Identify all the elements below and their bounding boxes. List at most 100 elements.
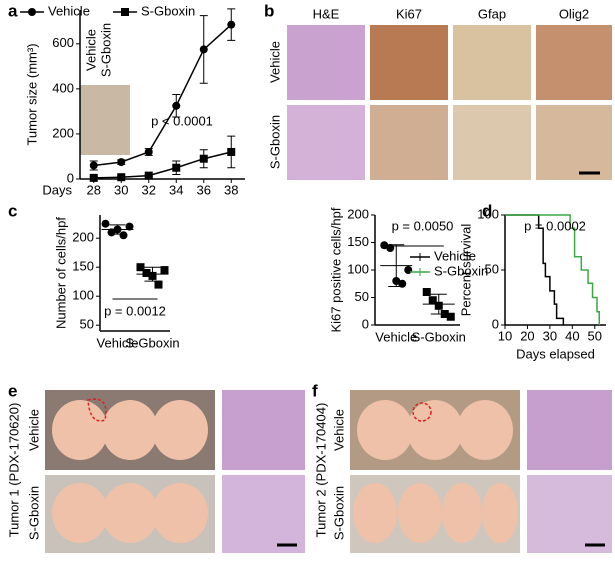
- micrograph: [453, 105, 531, 180]
- inset-label: S-Gboxin: [98, 23, 113, 77]
- panel-title: Tumor 2 (PDX-170404): [313, 403, 328, 538]
- line: [93, 151, 232, 179]
- marker: [119, 231, 128, 240]
- marker: [144, 171, 153, 180]
- marker: [172, 163, 181, 172]
- x-axis-label: Days: [42, 182, 72, 197]
- legend-label: S-Gboxin: [434, 263, 488, 278]
- x-tick-label: Vehicle: [375, 329, 417, 344]
- x-tick-label: 28: [87, 182, 101, 197]
- y-axis-label: Ki67 positive cells/hpf: [328, 207, 343, 332]
- micrograph: [287, 105, 365, 180]
- row-label: S-Gboxin: [26, 486, 41, 540]
- x-tick-label: S-Gboxin: [412, 329, 466, 344]
- sd-bar: [109, 224, 126, 235]
- y-tick-label: 600: [52, 35, 74, 50]
- y-tick-label: 100: [72, 288, 94, 303]
- marker: [117, 173, 126, 182]
- x-tick-label: 40: [565, 328, 579, 343]
- micrograph: [370, 105, 448, 180]
- marker: [227, 20, 236, 29]
- x-tick-label: Vehicle: [97, 335, 139, 350]
- line: [93, 24, 232, 167]
- sd-bar: [430, 293, 447, 315]
- x-tick-label: 38: [224, 182, 238, 197]
- x-tick-label: 30: [543, 328, 557, 343]
- legend-label: S-Gboxin: [141, 3, 195, 18]
- x-tick-label: 36: [197, 182, 211, 197]
- y-tick-label: 100: [347, 261, 369, 276]
- y-tick-label: 400: [52, 80, 74, 95]
- survival-curve: [505, 214, 601, 325]
- y-tick-label: 50: [485, 261, 499, 276]
- images: [28, 25, 612, 553]
- marker: [172, 101, 181, 110]
- micrograph: [370, 25, 448, 100]
- panel-label: d: [482, 201, 492, 220]
- y-axis-label: Number of cells/hpf: [53, 217, 68, 329]
- marker: [199, 154, 208, 163]
- y-tick-label: 200: [72, 230, 94, 245]
- marker: [136, 263, 145, 272]
- y-tick-label: 50: [80, 317, 94, 332]
- marker: [446, 312, 455, 321]
- marker: [144, 147, 153, 156]
- y-tick-label: 50: [355, 289, 369, 304]
- annotation: p = 0.0012: [104, 303, 166, 318]
- annotation: p = 0.0050: [392, 218, 454, 233]
- y-tick-label: 200: [52, 125, 74, 140]
- y-tick-label: 200: [347, 206, 369, 221]
- micrograph: [536, 105, 612, 180]
- y-tick-label: 0: [362, 316, 369, 331]
- y-axis-label: Tumor size (mm³): [24, 43, 39, 145]
- y-tick-label: 100: [477, 206, 499, 221]
- panel-label: c: [8, 201, 17, 220]
- marker: [142, 269, 151, 277]
- micrograph: [536, 25, 612, 100]
- x-tick-label: S-Gboxin: [125, 335, 179, 350]
- tumors: [52, 400, 518, 543]
- marker: [160, 266, 169, 275]
- outline: [87, 398, 107, 422]
- row-label: Vehicle: [331, 409, 346, 451]
- y-tick-label: 150: [347, 234, 369, 249]
- legend-label: Vehicle: [434, 248, 476, 263]
- micrograph: [527, 475, 612, 553]
- x-tick-label: 30: [114, 182, 128, 197]
- micrograph: [527, 390, 612, 470]
- marker: [428, 296, 437, 305]
- marker: [89, 173, 98, 182]
- column-label: Ki67: [396, 6, 422, 21]
- x-axis-label: Days elapsed: [516, 346, 595, 361]
- marker: [422, 288, 431, 296]
- y-tick-label: 0: [492, 316, 499, 331]
- x-tick-label: 34: [169, 182, 183, 197]
- row-label: S-Gboxin: [331, 486, 346, 540]
- panel-title: Tumor 1 (PDX-170620): [6, 403, 21, 538]
- row-label: S-Gboxin: [267, 115, 282, 169]
- micrograph: [453, 25, 531, 100]
- annotation: p < 0.0001: [151, 113, 213, 128]
- marker: [125, 222, 134, 231]
- survival-curve: [505, 214, 565, 325]
- y-axis-label: Percent survival: [458, 224, 473, 317]
- x-tick-label: 10: [498, 328, 512, 343]
- micrograph: [222, 390, 305, 470]
- outline: [412, 402, 432, 422]
- marker: [89, 161, 98, 170]
- marker: [117, 158, 126, 167]
- marker: [398, 279, 407, 288]
- inset-photo: [80, 85, 130, 155]
- marker: [199, 45, 208, 54]
- marker: [227, 147, 236, 156]
- row-label: Vehicle: [26, 409, 41, 451]
- column-label: Gfap: [478, 6, 506, 21]
- y-tick-label: 150: [72, 259, 94, 274]
- panel-label: f: [312, 381, 318, 400]
- panel-label: b: [264, 1, 274, 20]
- x-tick-label: 20: [520, 328, 534, 343]
- marker: [154, 280, 163, 289]
- panel-label: e: [8, 381, 17, 400]
- marker: [380, 241, 389, 250]
